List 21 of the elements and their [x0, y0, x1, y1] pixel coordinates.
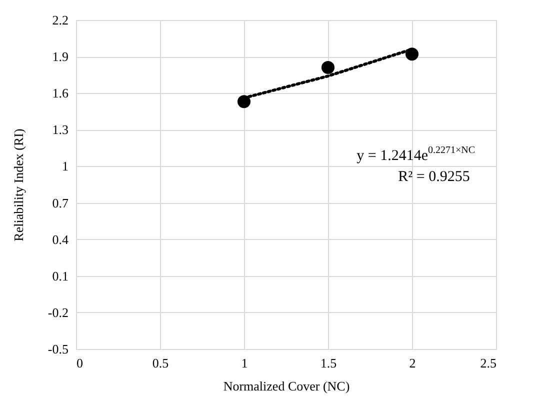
y-tick-label: 1.3: [52, 122, 68, 138]
point: [321, 61, 335, 74]
x-tick-label: 1.5: [320, 356, 337, 370]
x-tick-label: 0: [76, 356, 83, 370]
y-tick-label: 0.1: [52, 268, 68, 284]
point: [405, 48, 419, 61]
annotation: R² = 0.9255: [398, 169, 470, 185]
x-axis-title: Normalized Cover (NC): [223, 378, 350, 394]
x-tick-label: 0.5: [152, 356, 169, 370]
x-tick-label: 1: [241, 356, 248, 370]
y-tick-label: 2.2: [52, 12, 68, 28]
y-tick-label: 1.6: [52, 86, 69, 101]
y-tick-label: 0.4: [52, 232, 69, 247]
x-tick-label: 2: [409, 356, 416, 370]
y-tick-label: -0.5: [48, 342, 68, 356]
y-tick-label: -0.2: [48, 304, 68, 320]
y-tick-label: 1.9: [52, 49, 68, 64]
y-tick-label: 1: [62, 158, 68, 174]
y-axis-title: Reliability Index (RI): [10, 128, 26, 242]
y-tick-label: 0.7: [52, 195, 69, 210]
x-tick-label: 2.5: [480, 356, 496, 370]
